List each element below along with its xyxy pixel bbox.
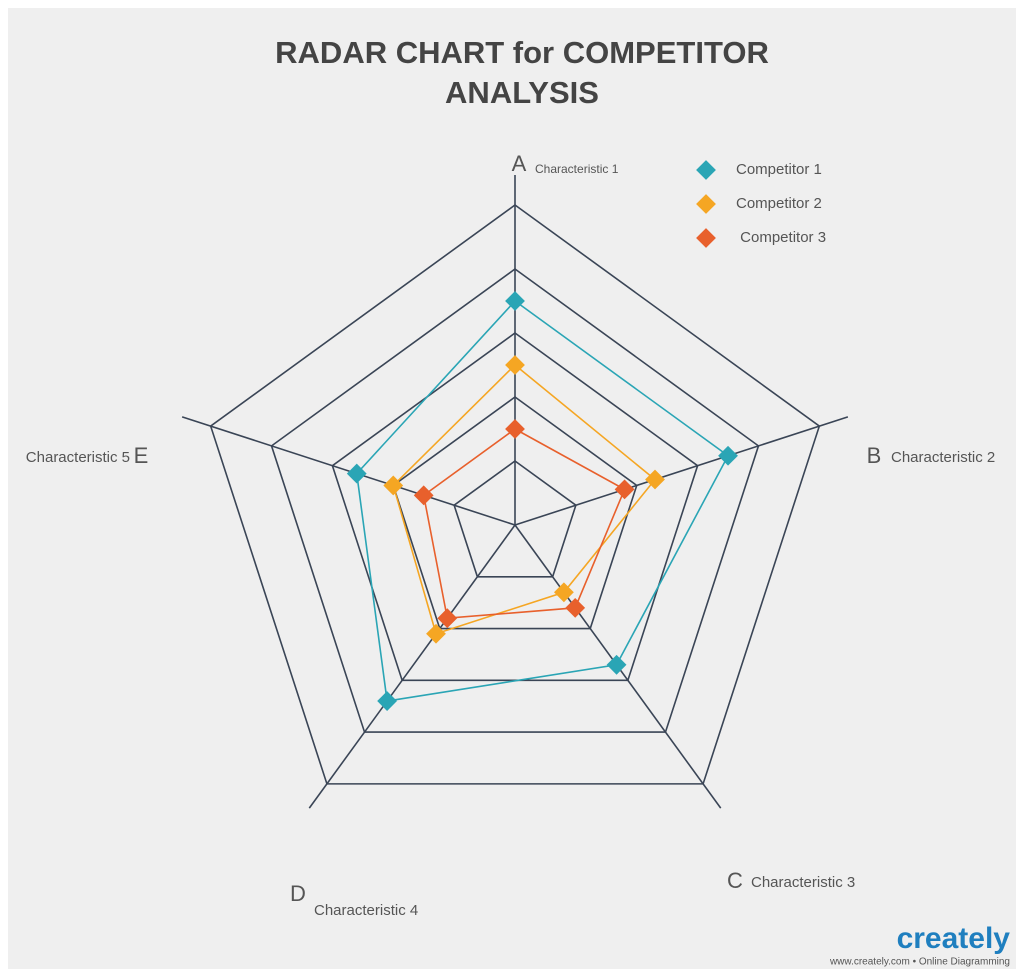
legend-label: Competitor 2: [736, 195, 822, 212]
axis-letter: D: [290, 881, 306, 906]
data-point: [505, 291, 525, 311]
series-line: [392, 363, 657, 635]
legend-label: Competitor 1: [736, 161, 822, 178]
grid-ring: [270, 268, 760, 733]
data-point: [437, 608, 458, 629]
grid-ring: [392, 396, 638, 630]
background: [8, 8, 1016, 969]
axis-line: [181, 416, 516, 526]
brand: creately: [897, 922, 1011, 955]
data-point: [426, 623, 446, 644]
data-point: [614, 479, 635, 500]
data-point: [377, 691, 397, 711]
axis-label: Characteristic 3: [751, 874, 855, 891]
axis-letter: C: [727, 868, 743, 893]
chart-title: RADAR CHART for COMPETITOR: [275, 35, 769, 70]
data-point: [505, 419, 525, 439]
grid-ring: [453, 460, 577, 578]
axis-label: Characteristic 5: [26, 449, 130, 466]
data-point: [383, 475, 404, 496]
axis-letter: E: [134, 443, 149, 468]
data-point: [565, 597, 586, 618]
data-point: [346, 463, 367, 484]
tagline: www.creately.com • Online Diagramming: [829, 957, 1010, 968]
axis-line: [308, 524, 516, 809]
chart-subtitle: ANALYSIS: [445, 75, 599, 110]
data-point: [505, 355, 525, 375]
series-line: [422, 428, 626, 620]
axis-label: Characteristic 2: [891, 449, 995, 466]
series-line: [355, 299, 730, 702]
grid-ring: [209, 204, 821, 785]
data-point: [413, 485, 434, 506]
axis-letter: A: [512, 151, 527, 176]
data-point: [718, 445, 738, 466]
data-point: [606, 654, 627, 675]
data-point: [645, 469, 665, 490]
data-point: [554, 582, 574, 603]
axis-letter: B: [867, 443, 882, 468]
axis-line: [514, 416, 849, 526]
legend-label: Competitor 3: [736, 229, 826, 246]
axis-label: Characteristic 4: [314, 902, 418, 919]
axis-label: Characteristic 1: [535, 162, 619, 176]
